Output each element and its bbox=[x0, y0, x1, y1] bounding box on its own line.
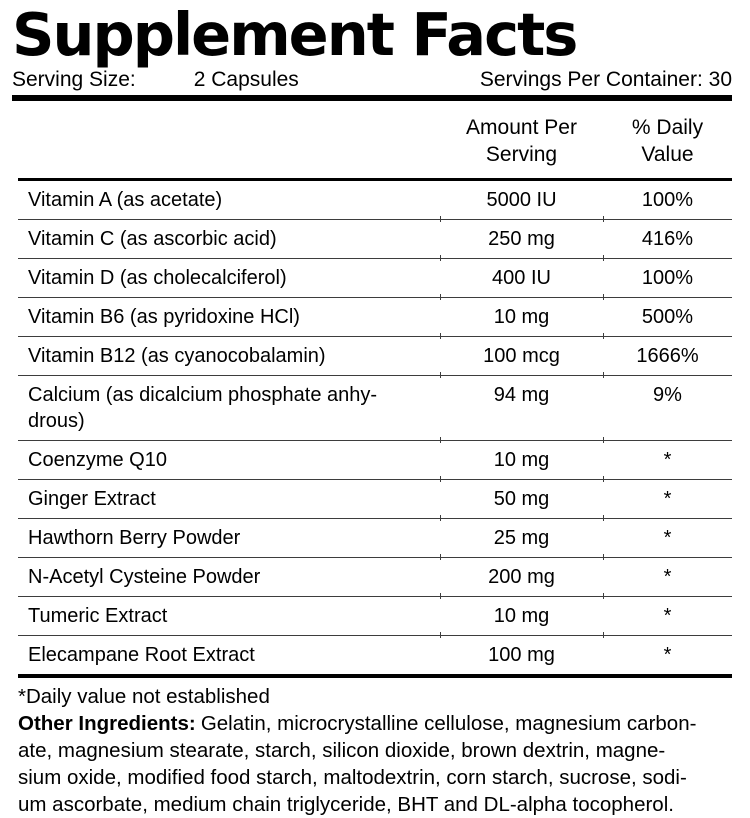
serving-size-label: Serving Size: bbox=[12, 68, 136, 91]
bottom-divider-bar bbox=[18, 674, 732, 678]
ingredient-name: Vitamin A (as acetate) bbox=[28, 189, 223, 211]
amount-cell: 5000 IU bbox=[486, 189, 557, 211]
serving-size: Serving Size: 2 Capsules bbox=[12, 68, 299, 92]
ingredient-name: Coenzyme Q10 bbox=[28, 449, 167, 471]
dv-cell: * bbox=[663, 644, 672, 666]
other-ingredients-label: Other Ingredients: bbox=[18, 712, 196, 735]
table-row: Vitamin A (as acetate) 5000 IU 100% bbox=[18, 181, 732, 219]
label-footer: *Daily value not established Other Ingre… bbox=[18, 683, 732, 818]
ingredient-name: Vitamin D (as cholecalciferol) bbox=[28, 267, 287, 289]
other-ingredients: Other Ingredients: Gelatin, microcrystall… bbox=[18, 710, 732, 818]
ingredient-name: Calcium (as dicalcium phosphate anhy- dr… bbox=[28, 384, 378, 432]
table-row: Hawthorn Berry Powder 25 mg * bbox=[18, 515, 732, 557]
dv-cell: 500% bbox=[641, 306, 694, 328]
dv-cell: 416% bbox=[641, 228, 694, 250]
amount-cell: 100 mcg bbox=[483, 345, 560, 367]
amount-cell: 400 IU bbox=[492, 267, 551, 289]
servings-per-container: Servings Per Container: 30 bbox=[479, 68, 732, 91]
dv-cell: 9% bbox=[653, 384, 682, 406]
table-row: Vitamin B12 (as cyanocobalamin) 100 mcg … bbox=[18, 333, 732, 375]
dv-cell: * bbox=[663, 449, 672, 471]
table-row: Tumeric Extract 10 mg * bbox=[18, 593, 732, 635]
table-row: Vitamin C (as ascorbic acid) 250 mg 416% bbox=[18, 216, 732, 258]
table-row: Vitamin D (as cholecalciferol) 400 IU 10… bbox=[18, 255, 732, 297]
ingredient-name: Vitamin B6 (as pyridoxine HCl) bbox=[28, 306, 300, 328]
facts-table: Amount Per Serving % Daily Value Vitamin… bbox=[18, 101, 732, 678]
dv-cell: * bbox=[663, 527, 672, 549]
daily-value-header: % Daily Value bbox=[631, 116, 704, 166]
dv-cell: 100% bbox=[641, 189, 694, 211]
ingredient-name: N-Acetyl Cysteine Powder bbox=[28, 566, 261, 588]
table-row: N-Acetyl Cysteine Powder 200 mg * bbox=[18, 554, 732, 596]
header-divider-bar bbox=[18, 178, 732, 181]
amount-cell: 100 mg bbox=[488, 644, 555, 666]
ingredient-name: Elecampane Root Extract bbox=[28, 644, 255, 666]
dv-cell: * bbox=[663, 605, 672, 627]
amount-cell: 25 mg bbox=[493, 527, 550, 549]
dv-cell: * bbox=[663, 488, 672, 510]
table-row: Vitamin B6 (as pyridoxine HCl) 10 mg 500… bbox=[18, 294, 732, 336]
ingredient-name: Vitamin B12 (as cyanocobalamin) bbox=[28, 345, 326, 367]
table-row: Coenzyme Q10 10 mg * bbox=[18, 437, 732, 479]
dv-cell: 100% bbox=[641, 267, 694, 289]
supplement-facts-label: Supplement Facts Serving Size: 2 Capsules… bbox=[12, 2, 732, 818]
amount-cell: 10 mg bbox=[493, 605, 550, 627]
serving-info-row: Serving Size: 2 Capsules Servings Per Con… bbox=[12, 68, 732, 92]
dv-cell: 1666% bbox=[636, 345, 699, 367]
amount-cell: 10 mg bbox=[493, 449, 550, 471]
amount-cell: 50 mg bbox=[493, 488, 550, 510]
top-divider-bar bbox=[12, 95, 732, 101]
serving-size-value: 2 Capsules bbox=[193, 68, 299, 91]
amount-per-serving-header: Amount Per Serving bbox=[466, 116, 577, 166]
page-title: Supplement Facts bbox=[12, 0, 578, 69]
amount-cell: 10 mg bbox=[493, 306, 550, 328]
ingredient-name: Vitamin C (as ascorbic acid) bbox=[28, 228, 277, 250]
daily-value-note: *Daily value not established bbox=[18, 685, 270, 708]
ingredient-name: Hawthorn Berry Powder bbox=[28, 527, 241, 549]
ingredient-name: Ginger Extract bbox=[28, 488, 156, 510]
amount-cell: 94 mg bbox=[493, 384, 550, 406]
ingredient-name: Tumeric Extract bbox=[28, 605, 168, 627]
table-header-row: Amount Per Serving % Daily Value bbox=[18, 101, 732, 178]
dv-cell: * bbox=[663, 566, 672, 588]
table-row: Calcium (as dicalcium phosphate anhy- dr… bbox=[18, 372, 732, 440]
table-body: Vitamin A (as acetate) 5000 IU 100% Vita… bbox=[18, 181, 732, 674]
amount-cell: 200 mg bbox=[488, 566, 555, 588]
table-row: Ginger Extract 50 mg * bbox=[18, 476, 732, 518]
amount-cell: 250 mg bbox=[488, 228, 555, 250]
table-row: Elecampane Root Extract 100 mg * bbox=[18, 632, 732, 674]
